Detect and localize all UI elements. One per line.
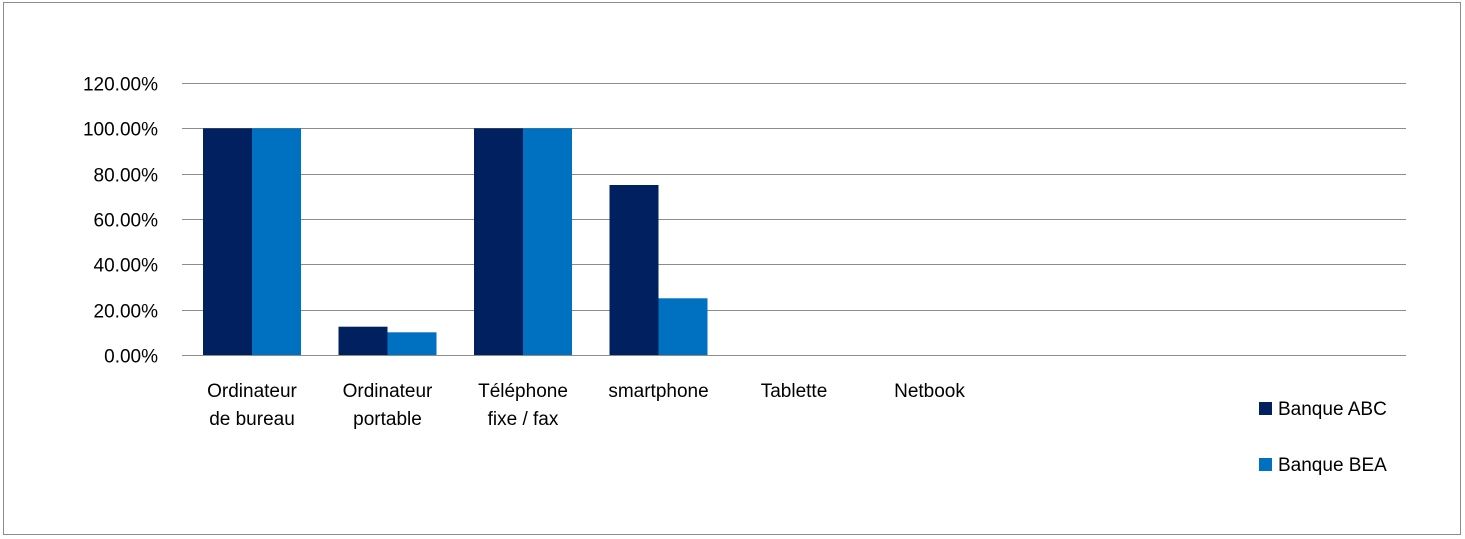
x-category-label-line: Tablette xyxy=(761,381,828,402)
x-category-label: Netbook xyxy=(894,381,965,402)
y-tick-label: 0.00% xyxy=(104,347,158,368)
x-category-label: smartphone xyxy=(608,381,708,402)
bar-series-1 xyxy=(609,185,659,355)
x-category-label: Ordinateur portable xyxy=(343,381,433,430)
bar-series-2 xyxy=(252,128,301,355)
bar-series-2 xyxy=(523,128,572,355)
legend-label: Banque ABC xyxy=(1278,399,1387,420)
x-category-label: Téléphone fixe / fax xyxy=(478,381,568,430)
x-category-label-line: smartphone xyxy=(608,381,708,402)
y-tick-label: 60.00% xyxy=(94,211,159,232)
x-category-label-line: Ordinateur xyxy=(343,381,433,402)
x-category-label-line: Ordinateur xyxy=(207,381,297,402)
x-category-label-line: Téléphone xyxy=(478,381,568,402)
x-category-label: Tablette xyxy=(761,381,828,402)
x-category-label: Ordinateur de bureau xyxy=(207,381,297,430)
y-tick-label: 80.00% xyxy=(94,166,159,187)
y-tick-label: 120.00% xyxy=(83,75,158,96)
x-axis-category-labels: Ordinateur de bureau Ordinateur portable Tél… xyxy=(207,381,965,430)
bar-series-1 xyxy=(203,128,252,355)
x-category-label-line: fixe / fax xyxy=(488,409,559,430)
bar-series-1 xyxy=(474,128,523,355)
bar-series-2 xyxy=(658,298,708,355)
bar-series-2 xyxy=(387,332,437,355)
y-tick-label: 20.00% xyxy=(94,302,159,323)
y-tick-label: 100.00% xyxy=(83,120,158,141)
x-category-label-line: de bureau xyxy=(209,409,295,430)
y-axis-tick-labels: 0.00% 20.00% 40.00% 60.00% 80.00% 100.00% 120.… xyxy=(83,75,158,368)
y-tick-label: 40.00% xyxy=(94,256,159,277)
bar-series-1 xyxy=(338,326,388,355)
bars xyxy=(203,128,708,355)
gridlines xyxy=(182,83,1406,311)
legend-label: Banque BEA xyxy=(1278,455,1387,476)
x-category-label-line: portable xyxy=(353,409,422,430)
x-category-label-line: Netbook xyxy=(894,381,965,402)
legend-swatch xyxy=(1259,402,1272,415)
legend-swatch xyxy=(1259,458,1272,471)
legend: Banque ABC Banque BEA xyxy=(1259,399,1387,476)
